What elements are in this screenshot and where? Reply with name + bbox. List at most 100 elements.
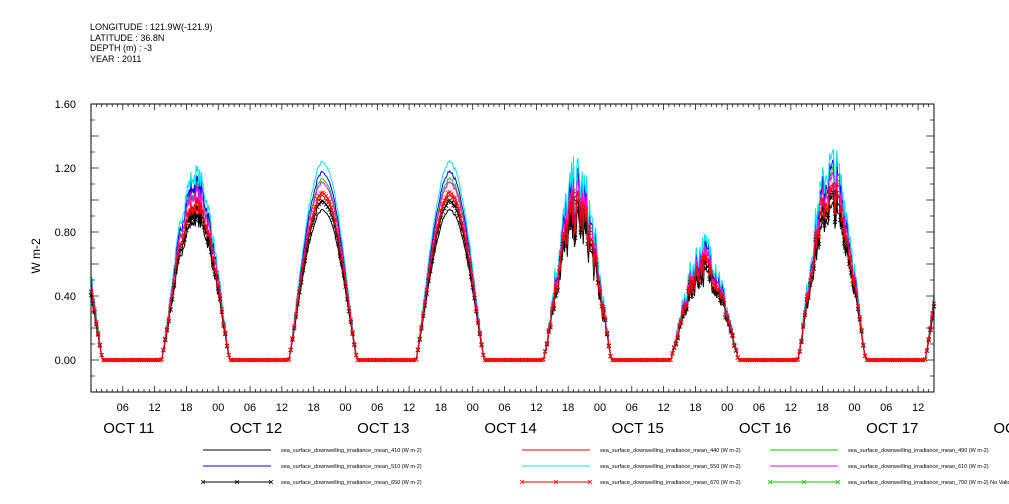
x-hour-tick-label: 18 xyxy=(817,402,829,414)
series-marker xyxy=(829,195,834,201)
x-hour-tick-label: 12 xyxy=(276,402,288,414)
series-marker xyxy=(739,357,744,363)
series-marker xyxy=(99,352,104,358)
series-marker xyxy=(588,236,594,242)
series-marker xyxy=(426,278,431,284)
series-marker xyxy=(327,207,332,213)
series-marker xyxy=(286,357,292,362)
series-marker xyxy=(311,210,316,215)
series-marker xyxy=(344,296,350,302)
series-marker xyxy=(196,218,202,223)
series-marker xyxy=(511,357,516,363)
series-marker xyxy=(765,357,771,363)
series-marker xyxy=(830,190,836,195)
series-marker xyxy=(562,237,567,243)
x-day-label: OCT 18 xyxy=(993,420,1009,437)
series-marker xyxy=(643,357,649,363)
series-marker xyxy=(300,263,306,268)
x-hour-tick-label: 06 xyxy=(880,402,892,414)
series-marker xyxy=(438,208,444,213)
series-marker xyxy=(659,357,665,363)
series-marker xyxy=(138,357,143,363)
series-marker xyxy=(578,222,583,228)
series-marker xyxy=(380,357,385,363)
series-marker xyxy=(210,257,216,263)
series-marker xyxy=(509,357,514,363)
series-marker xyxy=(641,357,647,363)
series-marker xyxy=(150,357,156,363)
series-line xyxy=(90,148,935,361)
series-marker xyxy=(466,256,472,262)
series-marker xyxy=(610,357,615,363)
series-marker xyxy=(521,357,527,363)
series-marker xyxy=(306,232,311,237)
series-marker xyxy=(500,357,506,363)
series-marker xyxy=(594,257,599,263)
series-marker xyxy=(534,357,539,363)
series-marker xyxy=(885,357,891,363)
series-marker xyxy=(102,357,108,363)
series-marker xyxy=(339,256,345,262)
legend-label: sea_surface_downwelling_irradiance_mean_… xyxy=(281,480,422,486)
x-hour-tick-label: 06 xyxy=(626,402,638,414)
series-marker xyxy=(495,357,500,363)
series-marker xyxy=(767,357,772,363)
series-marker xyxy=(717,294,723,300)
series-marker xyxy=(426,274,431,279)
series-marker xyxy=(389,357,394,363)
series-marker xyxy=(300,267,306,273)
series-marker xyxy=(853,289,859,294)
series-marker xyxy=(274,357,279,363)
y-tick-label: 0.40 xyxy=(55,291,76,303)
series-marker xyxy=(104,357,110,363)
longitude-line: LONGITUDE : 121.9W(-121.9) xyxy=(90,22,213,32)
series-marker xyxy=(399,357,405,363)
series-marker xyxy=(237,357,242,363)
series-marker xyxy=(922,357,928,362)
series-marker xyxy=(841,234,847,239)
series-marker xyxy=(253,357,258,363)
series-marker xyxy=(795,357,801,362)
series-marker xyxy=(419,324,424,330)
series-marker xyxy=(799,338,804,344)
series-marker xyxy=(192,216,198,222)
series-marker xyxy=(200,208,205,213)
y-axis-label: W m-2 xyxy=(29,238,43,274)
series-marker xyxy=(663,357,668,363)
series-marker xyxy=(906,357,912,363)
series-marker xyxy=(746,357,751,363)
series-marker xyxy=(567,201,573,207)
series-marker xyxy=(740,357,746,363)
series-marker xyxy=(424,287,430,293)
series-marker xyxy=(542,348,548,354)
series-marker xyxy=(408,357,414,363)
series-marker xyxy=(337,248,343,253)
series-marker xyxy=(608,353,613,359)
series-marker xyxy=(709,269,714,275)
series-marker xyxy=(516,357,521,363)
legend-marker xyxy=(553,479,559,485)
series-marker xyxy=(458,213,463,218)
x-hour-tick-label: 00 xyxy=(212,402,224,414)
series-marker xyxy=(97,342,103,347)
series-marker xyxy=(862,353,868,358)
series-marker xyxy=(249,357,255,363)
legend-marker xyxy=(587,479,593,485)
series-marker xyxy=(774,357,779,363)
series-marker xyxy=(178,248,184,253)
series-marker xyxy=(92,307,97,312)
series-marker xyxy=(247,357,253,363)
series-marker xyxy=(707,276,712,282)
series-marker xyxy=(505,357,511,363)
series-marker xyxy=(705,259,711,265)
series-marker xyxy=(770,357,776,363)
series-marker xyxy=(514,357,520,363)
series-marker xyxy=(597,285,603,291)
series-marker xyxy=(491,357,497,363)
series-marker xyxy=(836,194,841,199)
series-marker xyxy=(479,342,484,347)
series-marker xyxy=(785,357,790,363)
series-marker xyxy=(792,357,797,363)
y-tick-label: 0.00 xyxy=(55,355,76,367)
series-marker xyxy=(95,330,101,336)
